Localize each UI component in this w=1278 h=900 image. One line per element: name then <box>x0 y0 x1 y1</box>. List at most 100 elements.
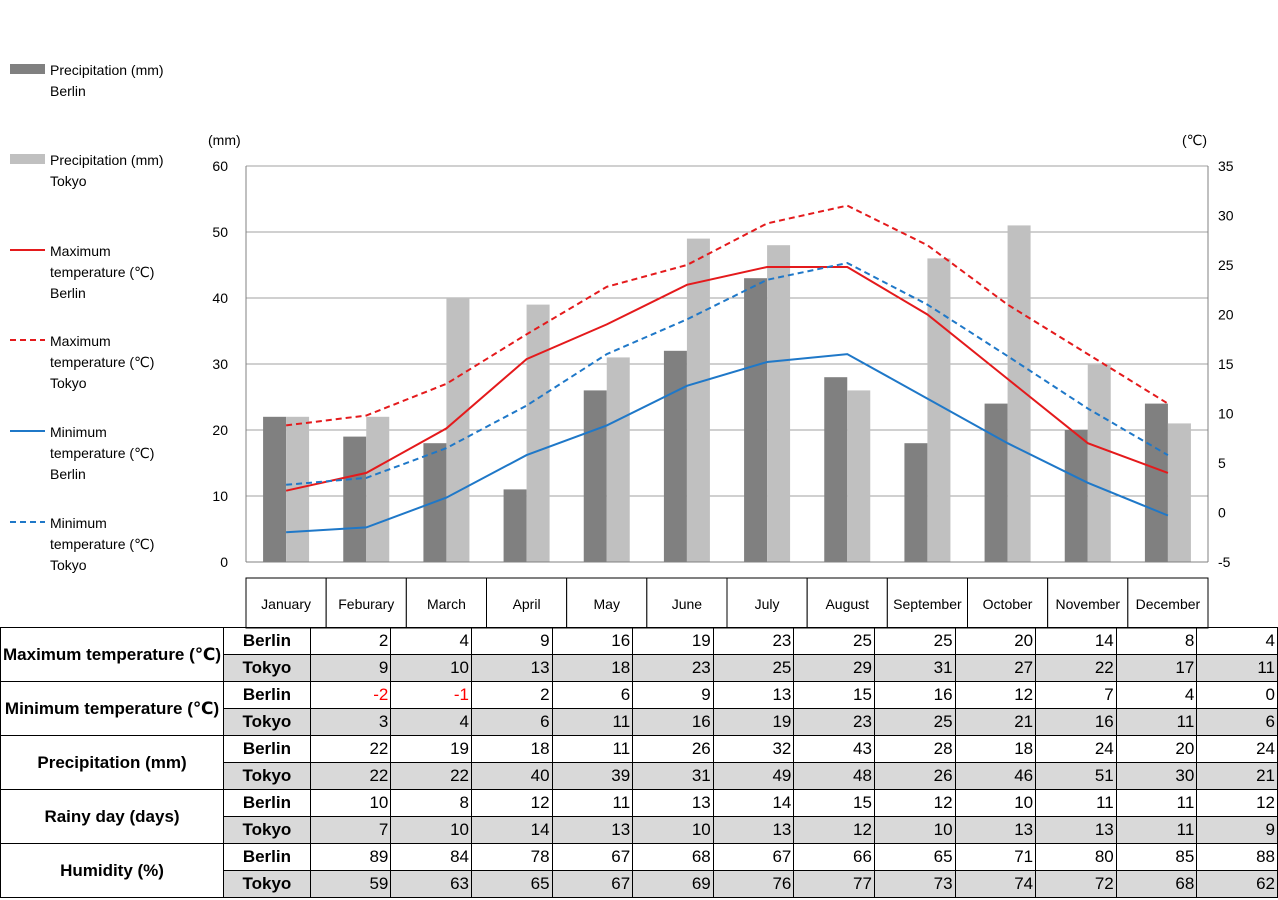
city-label: Berlin <box>223 627 311 655</box>
city-label: Tokyo <box>223 816 311 844</box>
table-cell: 19 <box>632 627 714 655</box>
table-cell: 2 <box>470 681 553 709</box>
bar-berlin-september <box>904 443 928 562</box>
bar-berlin-june <box>663 350 687 562</box>
city-label: Berlin <box>223 735 311 763</box>
table-cell: 26 <box>873 762 956 790</box>
table-cell: 23 <box>793 708 875 736</box>
legend-label: Maximum <box>50 333 111 349</box>
city-label: Berlin <box>223 843 311 871</box>
y-left-axis-label: (mm) <box>208 132 241 148</box>
month-header-cell <box>245 577 327 629</box>
table-cell: 68 <box>632 843 714 871</box>
bar-tokyo-december <box>1167 423 1191 562</box>
y-right-tick-label: -5 <box>1218 554 1231 570</box>
table-cell: 21 <box>954 708 1037 736</box>
y-right-tick-label: 15 <box>1218 356 1234 372</box>
table-cell: 80 <box>1035 843 1117 871</box>
y-right-tick-label: 25 <box>1218 257 1234 273</box>
table-cell: 78 <box>470 843 553 871</box>
table-cell: 4 <box>390 708 472 736</box>
table-cell: 11 <box>551 735 634 763</box>
table-cell: 3 <box>309 708 392 736</box>
chart-axes: 0 10 20 30 40 50 60 -5 0 5 10 15 20 25 30 35 (mm) (℃) Janu… <box>208 132 1234 629</box>
table-cell: 13 <box>712 681 795 709</box>
month-label: April <box>513 596 541 612</box>
table-cell: 6 <box>551 681 634 709</box>
month-label: September <box>893 596 962 612</box>
table-cell: 66 <box>793 843 875 871</box>
climate-data-table: Maximum temperature (℃) Berlin 2 4 9 16 19 23 25… <box>0 627 1278 898</box>
table-cell: 65 <box>470 870 553 898</box>
table-cell: 48 <box>793 762 875 790</box>
table-cell: 68 <box>1115 870 1198 898</box>
table-row: Maximum temperature (℃) Berlin 2 4 9 16 19 23 25… <box>0 627 1278 682</box>
table-cell: 10 <box>390 654 472 682</box>
table-cell: 22 <box>390 762 472 790</box>
table-cell: 12 <box>873 789 956 817</box>
bar-berlin-january <box>263 416 287 562</box>
month-label: November <box>1055 596 1120 612</box>
legend-label: Maximum <box>50 243 111 259</box>
legend-label: Tokyo <box>50 375 87 391</box>
y-right-tick-label: 10 <box>1218 406 1234 422</box>
table-row: Humidity (%) Berlin 89 84 78 67 68 67 66 65 71 80 85… <box>0 843 1278 898</box>
bar-tokyo-november <box>1087 364 1111 562</box>
table-cell: -1 <box>390 681 472 709</box>
table-cell: 43 <box>793 735 875 763</box>
legend-label: Minimum <box>50 424 107 440</box>
table-cell: 18 <box>551 654 634 682</box>
city-label: Tokyo <box>223 654 311 682</box>
table-cell: 11 <box>551 708 634 736</box>
metric-label: Minimum temperature (℃) <box>0 681 225 736</box>
table-cell: 11 <box>1196 654 1278 682</box>
bar-tokyo-march <box>446 298 470 562</box>
table-cell: 13 <box>551 816 634 844</box>
table-cell: 25 <box>712 654 795 682</box>
table-cell: 9 <box>1196 816 1278 844</box>
y-left-tick-label: 20 <box>212 422 228 438</box>
bar-berlin-october <box>984 403 1008 562</box>
table-cell: 62 <box>1196 870 1278 898</box>
table-cell: 26 <box>632 735 714 763</box>
table-cell: 15 <box>793 681 875 709</box>
bar-berlin-august <box>824 377 848 562</box>
month-label: March <box>427 596 466 612</box>
table-cell: 20 <box>954 627 1037 655</box>
table-cell: 16 <box>632 708 714 736</box>
table-cell: 28 <box>873 735 956 763</box>
legend-label: temperature (℃) <box>50 354 154 370</box>
table-cell: 4 <box>1196 627 1278 655</box>
month-label: January <box>261 596 311 612</box>
table-cell: 63 <box>390 870 472 898</box>
month-header-cell <box>806 577 888 629</box>
legend-label: temperature (℃) <box>50 445 154 461</box>
table-cell: 30 <box>1115 762 1198 790</box>
month-header-cell <box>1127 577 1209 629</box>
city-label: Berlin <box>223 681 311 709</box>
table-cell: 4 <box>1115 681 1198 709</box>
table-cell: 24 <box>1196 735 1278 763</box>
table-cell: 11 <box>551 789 634 817</box>
y-left-tick-label: 60 <box>212 158 228 174</box>
metric-label: Maximum temperature (℃) <box>0 627 225 682</box>
table-cell: 0 <box>1196 681 1278 709</box>
table-cell: 31 <box>632 762 714 790</box>
month-label: July <box>755 596 780 612</box>
metric-label: Humidity (%) <box>0 843 225 898</box>
table-cell: 8 <box>390 789 472 817</box>
table-cell: 71 <box>954 843 1037 871</box>
chart-bars <box>263 225 1191 562</box>
table-cell: 22 <box>309 762 392 790</box>
table-cell: 14 <box>470 816 553 844</box>
y-left-tick-label: 50 <box>212 224 228 240</box>
table-cell: 65 <box>873 843 956 871</box>
table-cell: 14 <box>712 789 795 817</box>
bar-tokyo-july <box>767 245 791 562</box>
table-row: Minimum temperature (℃) Berlin -2 -1 2 6 9 13 15… <box>0 681 1278 736</box>
table-cell: 16 <box>551 627 634 655</box>
table-cell: 13 <box>954 816 1037 844</box>
legend-label: Precipitation (mm) <box>50 152 164 168</box>
city-label: Tokyo <box>223 762 311 790</box>
table-cell: 7 <box>309 816 392 844</box>
